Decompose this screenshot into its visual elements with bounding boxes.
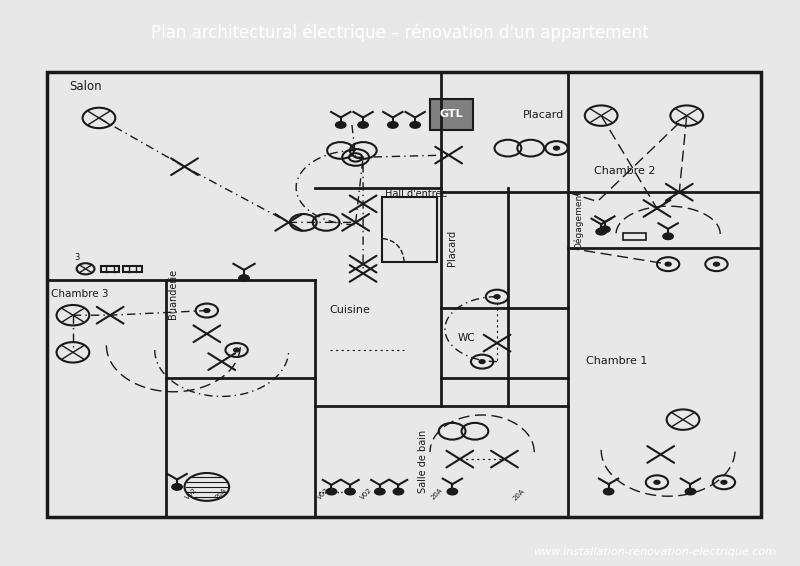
Circle shape bbox=[335, 122, 346, 128]
Circle shape bbox=[388, 122, 398, 128]
Text: Hall d'entrée: Hall d'entrée bbox=[386, 189, 448, 199]
Bar bbox=[623, 233, 646, 240]
Circle shape bbox=[479, 360, 485, 363]
Circle shape bbox=[394, 488, 404, 495]
Bar bbox=[430, 100, 473, 130]
Circle shape bbox=[663, 233, 674, 239]
Text: www.installation-renovation-electrique.com: www.installation-renovation-electrique.c… bbox=[533, 547, 776, 557]
Bar bbox=[101, 265, 119, 272]
Text: V02: V02 bbox=[185, 487, 198, 500]
Circle shape bbox=[410, 122, 420, 128]
Circle shape bbox=[234, 348, 239, 352]
Circle shape bbox=[654, 481, 660, 484]
Bar bbox=[382, 197, 438, 262]
Text: Salle de bain: Salle de bain bbox=[418, 430, 428, 493]
Text: V02: V02 bbox=[316, 487, 330, 500]
Text: 20A: 20A bbox=[430, 487, 444, 500]
Circle shape bbox=[596, 229, 606, 235]
Circle shape bbox=[665, 262, 671, 266]
Circle shape bbox=[494, 295, 500, 298]
Text: Plan architectural électrique – rénovation d'un appartement: Plan architectural électrique – rénovati… bbox=[151, 23, 649, 42]
Text: Placard: Placard bbox=[447, 230, 458, 266]
Circle shape bbox=[603, 488, 614, 495]
Circle shape bbox=[686, 488, 696, 495]
Circle shape bbox=[714, 262, 719, 266]
Circle shape bbox=[239, 275, 250, 281]
Text: WC: WC bbox=[458, 333, 475, 343]
Text: Cuisine: Cuisine bbox=[330, 305, 370, 315]
Text: Chambre 2: Chambre 2 bbox=[594, 166, 655, 175]
Circle shape bbox=[554, 146, 559, 150]
Text: Dégagement: Dégagement bbox=[574, 191, 583, 250]
Text: Chambre 3: Chambre 3 bbox=[50, 289, 108, 299]
Circle shape bbox=[172, 484, 182, 490]
Text: Salon: Salon bbox=[70, 80, 102, 93]
Circle shape bbox=[204, 308, 210, 312]
Text: Placard: Placard bbox=[523, 110, 564, 120]
Text: Buanderie: Buanderie bbox=[168, 269, 178, 319]
Circle shape bbox=[374, 488, 385, 495]
Text: Chambre 1: Chambre 1 bbox=[586, 356, 648, 366]
Text: 20A: 20A bbox=[214, 487, 228, 500]
Text: 20A: 20A bbox=[512, 488, 526, 502]
Circle shape bbox=[447, 488, 458, 495]
Bar bbox=[123, 265, 142, 272]
Circle shape bbox=[326, 488, 337, 495]
Text: GTL: GTL bbox=[440, 109, 463, 119]
Circle shape bbox=[721, 481, 727, 484]
Circle shape bbox=[600, 226, 610, 233]
Text: 3: 3 bbox=[74, 252, 80, 261]
Circle shape bbox=[345, 488, 355, 495]
Text: V02: V02 bbox=[359, 487, 374, 500]
Circle shape bbox=[358, 122, 368, 128]
